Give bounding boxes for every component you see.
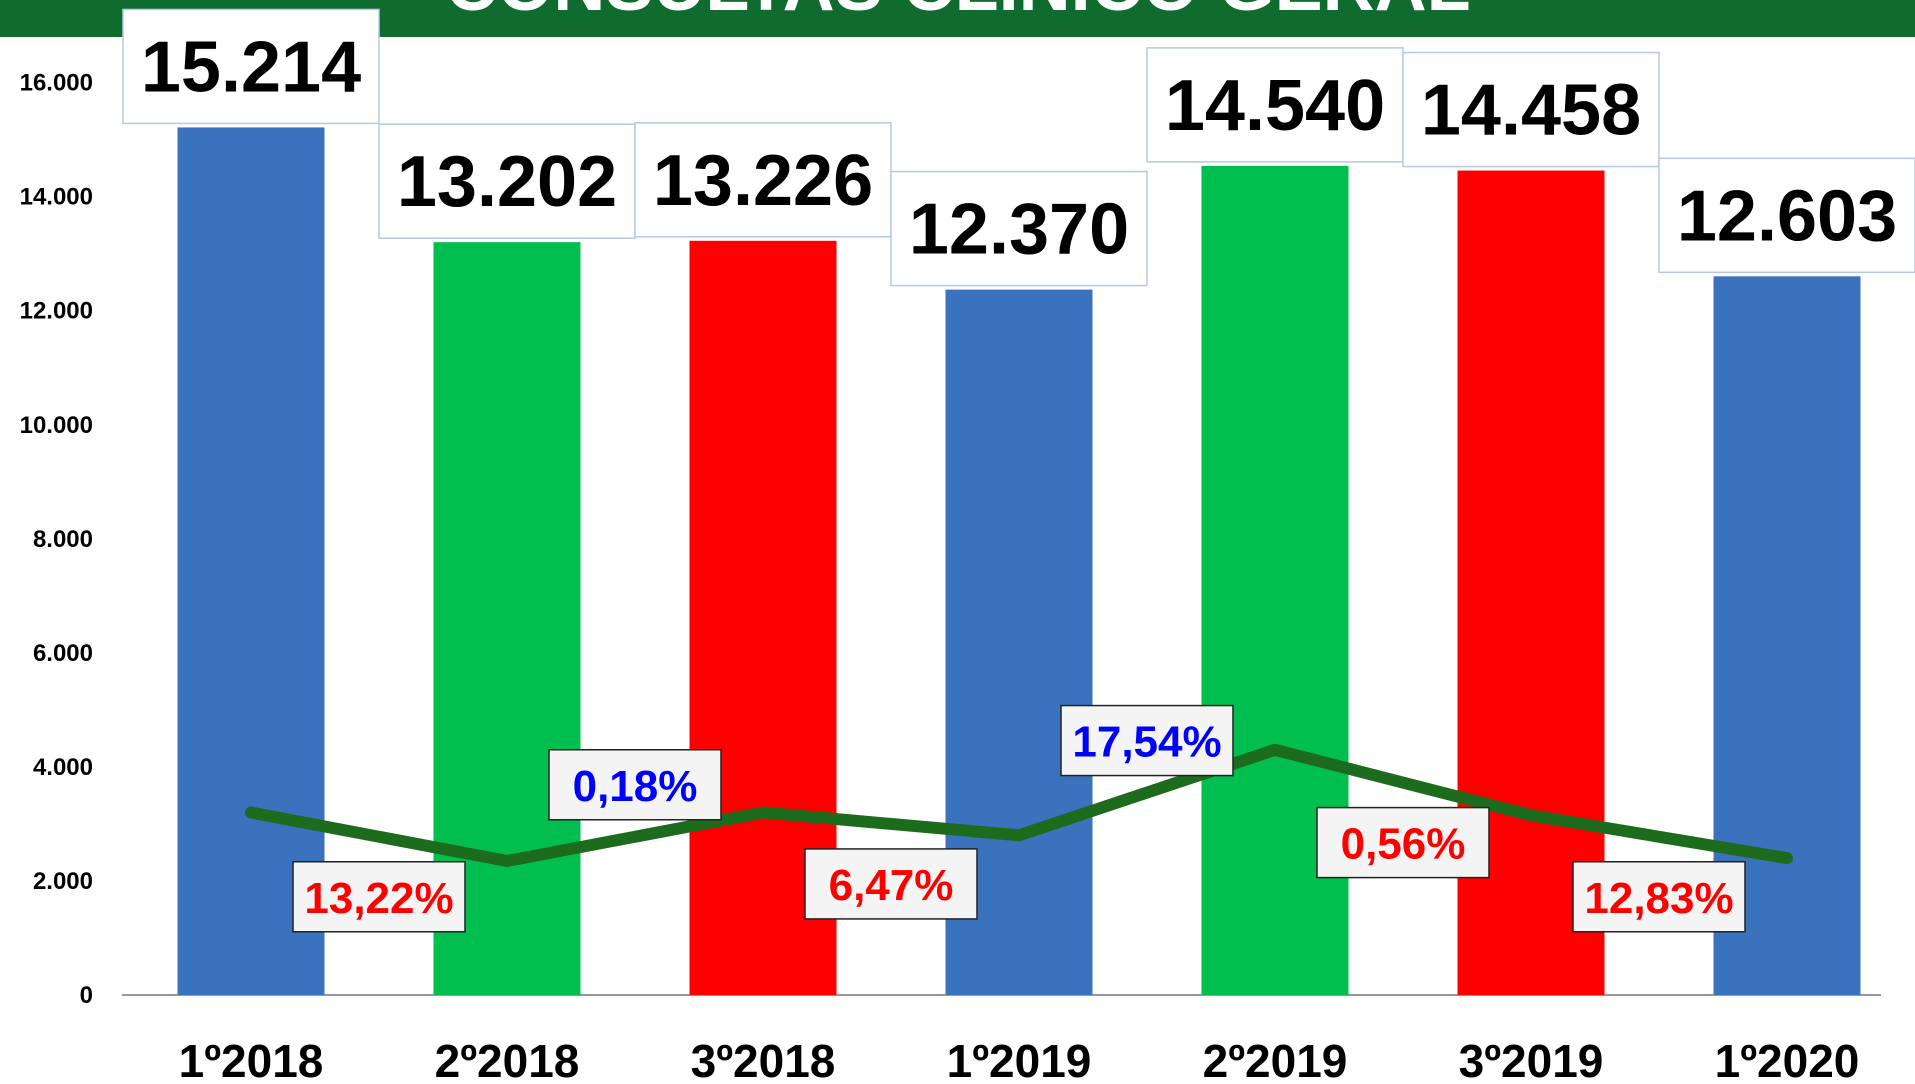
x-tick-label: 3º2018: [691, 1035, 836, 1084]
value-label-box: [122, 8, 380, 125]
change-label-box: [1060, 704, 1234, 777]
change-label: 0,18%: [573, 762, 698, 811]
y-tick-label: 4.000: [33, 754, 93, 781]
y-tick-label: 2.000: [33, 868, 93, 895]
y-tick-label: 16.000: [20, 70, 93, 97]
x-tick-label: 2º2019: [1203, 1035, 1348, 1084]
value-label: 15.214: [141, 27, 361, 107]
x-tick-label: 1º2018: [179, 1035, 324, 1084]
change-label-box: [1316, 806, 1490, 879]
value-label-box: [1658, 157, 1915, 274]
value-label-box: [1146, 47, 1404, 163]
value-label: 13.226: [653, 141, 873, 221]
trend-line: [245, 743, 1793, 867]
bar: [177, 127, 325, 995]
change-label-box: [548, 749, 722, 821]
y-tick-label: 8.000: [33, 526, 93, 553]
change-label-box: [292, 861, 466, 933]
value-label: 12.603: [1677, 176, 1897, 256]
change-label: 0,56%: [1341, 820, 1466, 869]
value-label-box: [1402, 51, 1660, 168]
value-label-box: [634, 122, 892, 238]
y-tick-label: 14.000: [20, 184, 93, 211]
x-tick-label: 1º2019: [947, 1035, 1092, 1084]
value-label: 12.370: [909, 190, 1129, 270]
value-label: 14.458: [1421, 71, 1641, 151]
change-label: 12,83%: [1584, 874, 1733, 923]
y-tick-label: 12.000: [20, 298, 93, 325]
change-label: 17,54%: [1072, 718, 1221, 767]
x-tick-label: 2º2018: [435, 1035, 580, 1084]
change-label-box: [1572, 861, 1746, 933]
change-label: 6,47%: [829, 861, 954, 910]
change-label-box: [804, 848, 978, 920]
value-label: 13.202: [397, 142, 617, 222]
value-label-box: [890, 170, 1148, 287]
x-tick-label: 3º2019: [1459, 1035, 1604, 1084]
y-tick-label: 10.000: [20, 412, 93, 439]
value-label: 14.540: [1165, 66, 1385, 146]
value-label-box: [378, 123, 636, 239]
y-tick-label: 6.000: [33, 640, 93, 667]
y-tick-label: 0: [80, 982, 93, 1009]
change-label: 13,22%: [304, 874, 453, 923]
chart-title: CONSULTAS CLÍNICO GERAL: [445, 0, 1470, 26]
x-tick-label: 1º2020: [1715, 1035, 1860, 1084]
